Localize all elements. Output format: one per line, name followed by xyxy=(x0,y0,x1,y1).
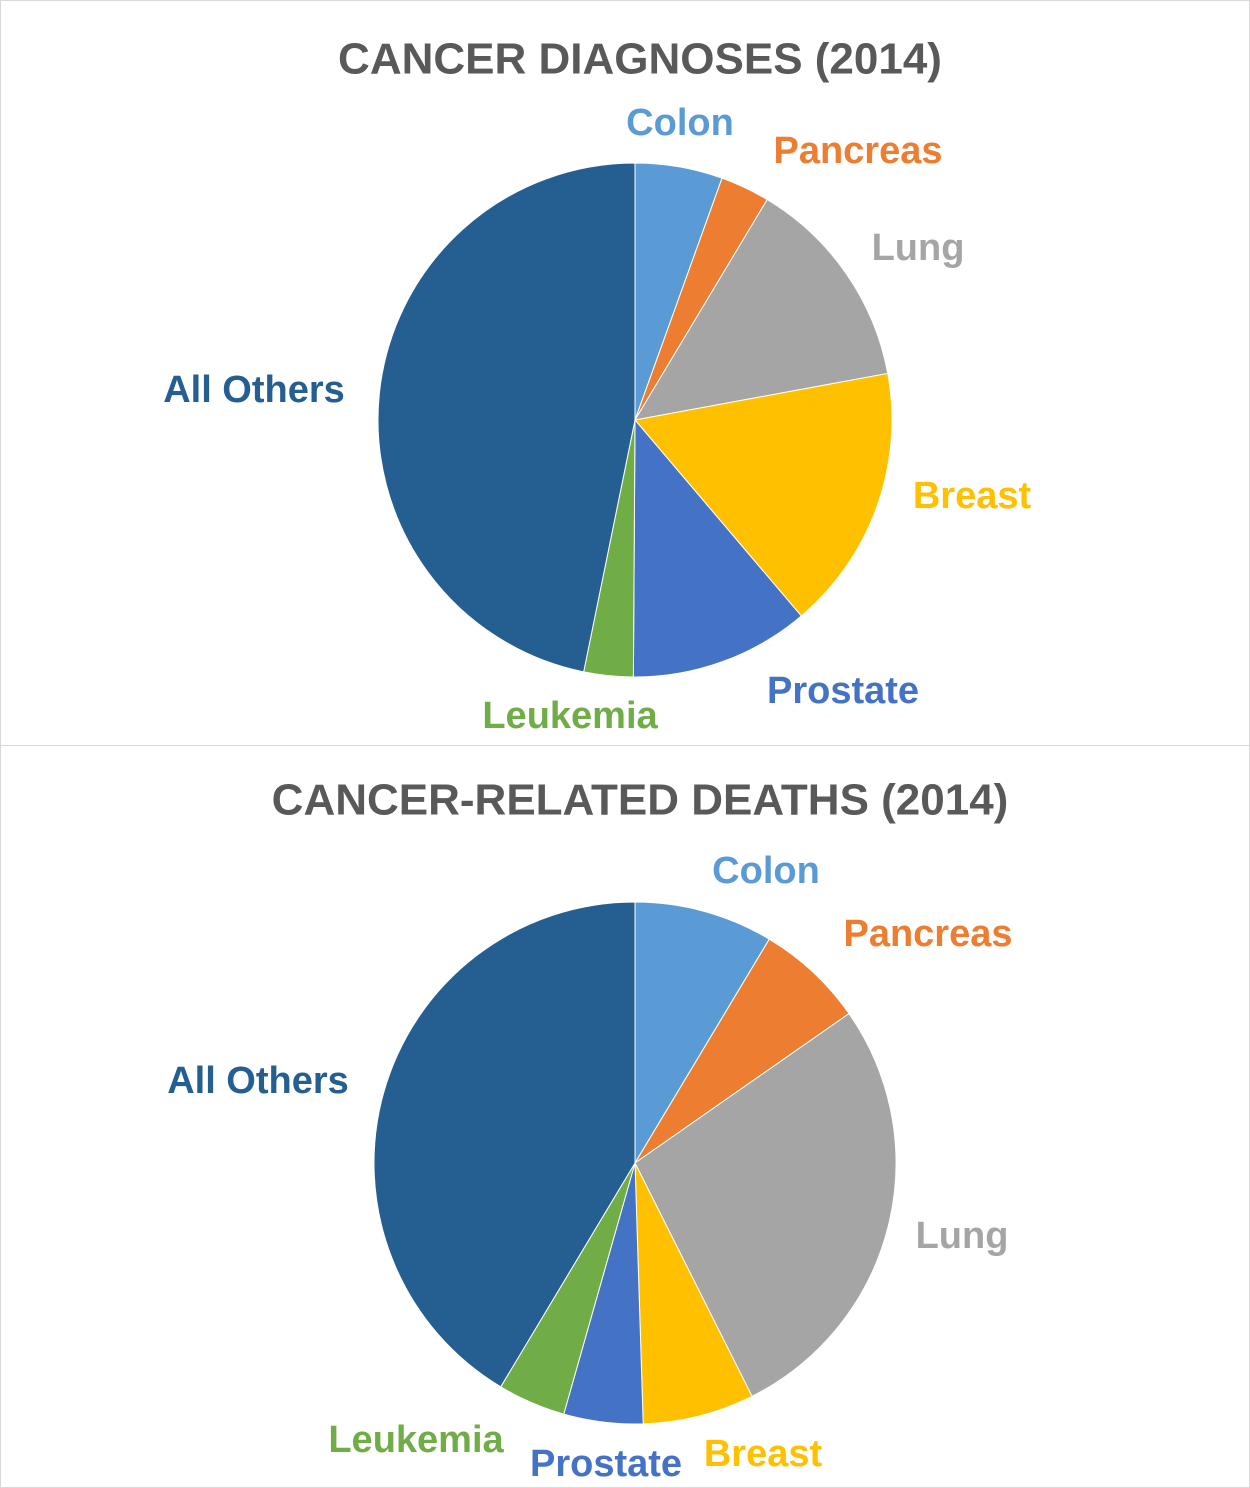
slice-label: Pancreas xyxy=(843,913,1012,955)
slice-label: Prostate xyxy=(530,1443,682,1485)
slice-label: Pancreas xyxy=(773,130,942,172)
chart-title: CANCER DIAGNOSES (2014) xyxy=(338,35,942,84)
pie-slice xyxy=(634,1162,753,1425)
pie-slice xyxy=(634,938,850,1164)
slice-label: Prostate xyxy=(767,670,919,712)
pie-slice xyxy=(634,1012,897,1397)
pie-slice xyxy=(377,162,636,673)
pie-slice xyxy=(634,901,770,1165)
slice-label: Lung xyxy=(916,1215,1009,1257)
slice-label: Lung xyxy=(872,227,965,269)
slice-label: Colon xyxy=(626,102,734,144)
pie-slice xyxy=(634,198,889,421)
pie-slice xyxy=(634,372,893,617)
slice-label: Leukemia xyxy=(328,1419,504,1461)
slice-label: All Others xyxy=(167,1060,349,1102)
slice-label: Colon xyxy=(712,850,820,892)
chart-title: CANCER-RELATED DEATHS (2014) xyxy=(272,776,1009,825)
pie-slice xyxy=(632,418,802,678)
slice-label: Breast xyxy=(913,475,1032,517)
slice-label: All Others xyxy=(163,369,345,411)
slice-label: Leukemia xyxy=(482,695,658,737)
pie-slice xyxy=(373,901,636,1388)
slice-label: Breast xyxy=(704,1433,823,1475)
